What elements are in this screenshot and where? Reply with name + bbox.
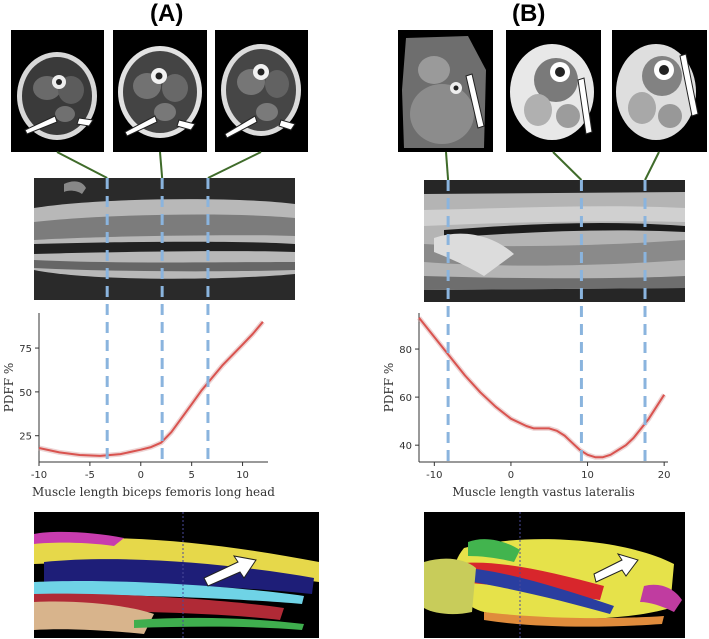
connector-line-b-1: [445, 151, 450, 181]
y-axis-title-a: PDFF %: [2, 363, 16, 413]
mri-coronal-b: [424, 180, 685, 302]
connector-line-a-2: [159, 151, 164, 179]
x-tick-label-b: 0: [508, 470, 514, 481]
x-tick-label-b: -10: [426, 470, 442, 481]
y-tick-label-b: 60: [399, 393, 412, 404]
y-tick-label-b: 40: [399, 441, 412, 452]
mri-axial-a-1: [11, 30, 104, 152]
x-tick-label-a: -10: [31, 470, 47, 481]
muscle-render-b: [424, 512, 685, 638]
panel-label-b: (B): [512, 0, 546, 27]
x-tick-label-a: 5: [188, 470, 194, 481]
series-line-b: [418, 317, 666, 459]
mri-axial-b-3: [612, 30, 707, 152]
y-tick-label-b: 80: [399, 345, 412, 356]
y-tick-label-a: 25: [19, 432, 32, 443]
mri-axial-b-1: [398, 30, 493, 152]
x-tick-label-a: 10: [236, 470, 249, 481]
muscle-render-a: [34, 512, 319, 638]
mri-axial-b-2: [506, 30, 601, 152]
connector-line-a-1: [56, 151, 108, 179]
series-line-a: [38, 321, 264, 457]
connector-line-a-3: [207, 151, 262, 179]
mri-axial-a-3: [215, 30, 308, 152]
panel-label-a: (A): [150, 0, 184, 27]
y-tick-label-a: 75: [19, 344, 32, 355]
mri-axial-a-2: [113, 30, 207, 152]
y-tick-label-a: 50: [19, 388, 32, 399]
x-tick-label-a: 0: [138, 470, 144, 481]
x-axis-title-b: Muscle length vastus lateralis: [452, 485, 635, 499]
connector-line-b-2: [552, 151, 583, 181]
series-band-b: [417, 316, 667, 460]
x-tick-label-b: 20: [658, 470, 671, 481]
x-tick-label-b: 10: [581, 470, 594, 481]
x-tick-label-a: -5: [85, 470, 95, 481]
mri-coronal-a: [34, 178, 295, 300]
y-axis-title-b: PDFF %: [382, 363, 396, 413]
x-axis-title-a: Muscle length biceps femoris long head: [32, 485, 275, 499]
connector-line-b-3: [644, 151, 660, 181]
series-band-a: [38, 320, 265, 459]
